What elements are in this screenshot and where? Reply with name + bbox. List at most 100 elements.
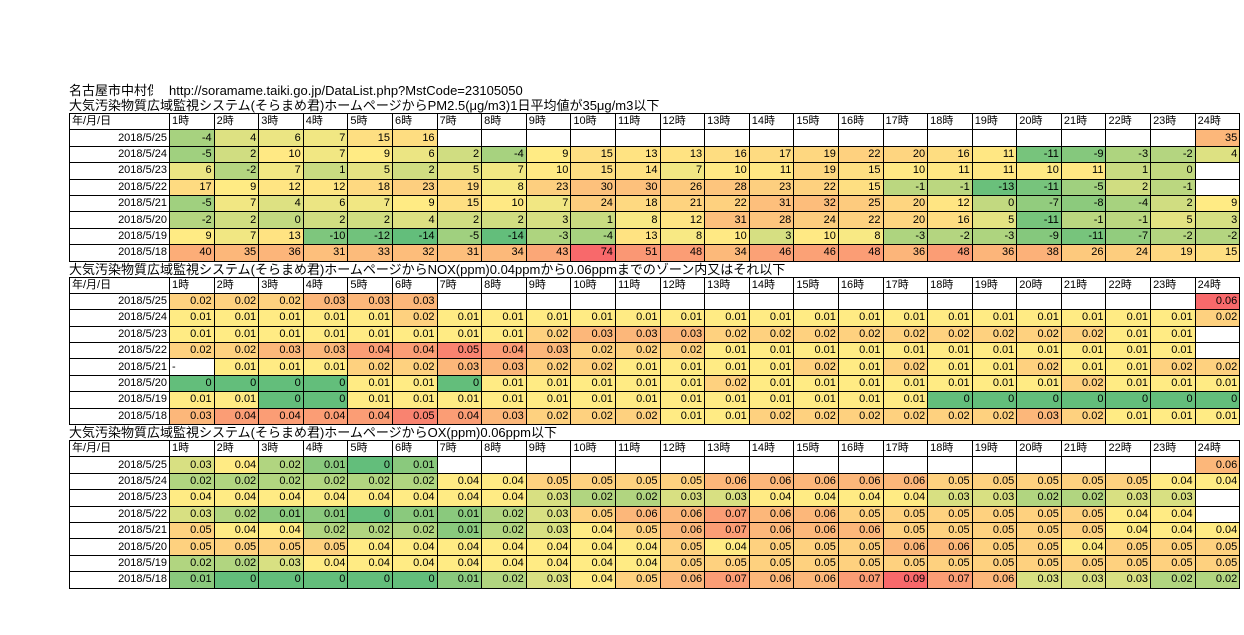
value-cell[interactable]: 0.02 [793,325,839,344]
value-cell[interactable]: 0.04 [1105,505,1152,523]
value-cell[interactable]: 7 [302,145,349,164]
hour-header[interactable]: 20時 [1016,112,1062,131]
hour-header[interactable]: 4時 [302,276,349,294]
value-cell[interactable]: 20 [882,211,929,229]
value-cell[interactable]: 74 [570,244,616,262]
hour-header[interactable]: 13時 [704,440,750,458]
value-cell[interactable]: 22 [837,211,884,229]
value-cell[interactable]: 0.04 [213,407,260,426]
value-cell[interactable]: 0.03 [436,358,483,376]
value-cell[interactable]: 13 [659,145,706,164]
value-cell[interactable] [525,292,572,311]
value-cell[interactable]: 0.05 [614,571,661,589]
value-cell[interactable]: 0.01 [213,358,260,376]
hour-header[interactable]: 11時 [614,112,661,131]
value-cell[interactable]: 26 [659,178,706,196]
hour-header[interactable]: 16時 [837,112,884,131]
hour-header[interactable]: 8時 [481,440,527,458]
value-cell[interactable]: - [169,358,215,376]
date-cell[interactable]: 2018/5/23 [69,325,170,344]
value-cell[interactable]: 6 [391,145,438,164]
value-cell[interactable]: 0.03 [169,456,215,474]
value-cell[interactable] [927,292,973,311]
value-cell[interactable]: 0.04 [436,554,483,573]
value-cell[interactable]: 0.01 [258,358,304,376]
value-cell[interactable]: -2 [169,211,215,229]
value-cell[interactable]: 0.01 [391,374,438,393]
value-cell[interactable]: 18 [614,194,661,213]
value-cell[interactable]: 0.05 [927,521,973,540]
value-cell[interactable]: 0 [1105,391,1152,409]
value-cell[interactable]: 0.02 [1150,571,1196,589]
hour-header[interactable]: 4時 [302,112,349,131]
value-cell[interactable]: 0.01 [659,358,706,376]
value-cell[interactable]: 0.01 [213,391,260,409]
value-cell[interactable]: 0.05 [614,472,661,491]
value-cell[interactable]: 0 [391,571,438,589]
value-cell[interactable]: 0.01 [436,309,483,327]
value-cell[interactable]: 0.03 [659,489,706,507]
value-cell[interactable]: 2 [436,211,483,229]
hour-header[interactable]: 14時 [748,112,795,131]
value-cell[interactable]: 0.06 [704,472,750,491]
hour-header[interactable]: 24時 [1194,276,1241,294]
value-cell[interactable]: 17 [748,145,795,164]
value-cell[interactable]: 0.01 [169,571,215,589]
value-cell[interactable] [436,456,483,474]
value-cell[interactable]: 7 [525,194,572,213]
hour-header[interactable]: 19時 [971,112,1018,131]
value-cell[interactable]: 0.01 [1194,374,1241,393]
date-cell[interactable]: 2018/5/18 [69,407,170,426]
value-cell[interactable]: 0.02 [1060,325,1107,344]
hour-header[interactable]: 13時 [704,276,750,294]
value-cell[interactable]: 0.04 [347,538,393,556]
value-cell[interactable]: -14 [481,227,527,246]
value-cell[interactable]: 0.05 [525,472,572,491]
value-cell[interactable]: 0.01 [391,391,438,409]
value-cell[interactable]: 30 [614,178,661,196]
hour-header[interactable]: 14時 [748,276,795,294]
hour-header[interactable]: 15時 [793,276,839,294]
value-cell[interactable]: 0.05 [927,505,973,523]
value-cell[interactable]: 21 [659,194,706,213]
value-cell[interactable]: 20 [882,194,929,213]
value-cell[interactable]: 3 [1194,211,1241,229]
value-cell[interactable]: 0.02 [1016,325,1062,344]
value-cell[interactable]: 0.03 [1016,571,1062,589]
value-cell[interactable]: 0.01 [704,391,750,409]
value-cell[interactable]: 1 [570,211,616,229]
value-cell[interactable] [1060,129,1107,147]
value-cell[interactable]: 0 [258,374,304,393]
value-cell[interactable]: 48 [659,244,706,262]
value-cell[interactable]: 0.01 [1150,325,1196,344]
value-cell[interactable]: 0.06 [882,538,929,556]
value-cell[interactable]: 0.01 [704,342,750,360]
value-cell[interactable]: 0.03 [525,489,572,507]
value-cell[interactable]: 0.01 [1105,342,1152,360]
value-cell[interactable]: -3 [971,227,1018,246]
value-cell[interactable]: 22 [704,194,750,213]
value-cell[interactable]: 0.06 [748,472,795,491]
value-cell[interactable] [971,456,1018,474]
value-cell[interactable]: 0.04 [570,571,616,589]
value-cell[interactable]: 0.01 [1150,342,1196,360]
value-cell[interactable]: 0.01 [570,374,616,393]
value-cell[interactable]: 0.06 [793,505,839,523]
value-cell[interactable] [1060,292,1107,311]
value-cell[interactable]: 22 [837,145,884,164]
value-cell[interactable] [570,129,616,147]
value-cell[interactable]: 19 [793,145,839,164]
value-cell[interactable]: 46 [748,244,795,262]
value-cell[interactable]: 0.01 [391,325,438,344]
value-cell[interactable]: 0.04 [793,489,839,507]
value-cell[interactable]: 0.04 [525,538,572,556]
value-cell[interactable]: 24 [793,211,839,229]
date-cell[interactable]: 2018/5/18 [69,571,170,589]
hour-header[interactable]: 19時 [971,440,1018,458]
date-cell[interactable]: 2018/5/22 [69,178,170,196]
value-cell[interactable]: 33 [347,244,393,262]
value-cell[interactable]: 0.01 [704,309,750,327]
value-cell[interactable]: 0.04 [213,456,260,474]
value-cell[interactable]: 0.01 [882,342,929,360]
value-cell[interactable]: 0.05 [1150,554,1196,573]
